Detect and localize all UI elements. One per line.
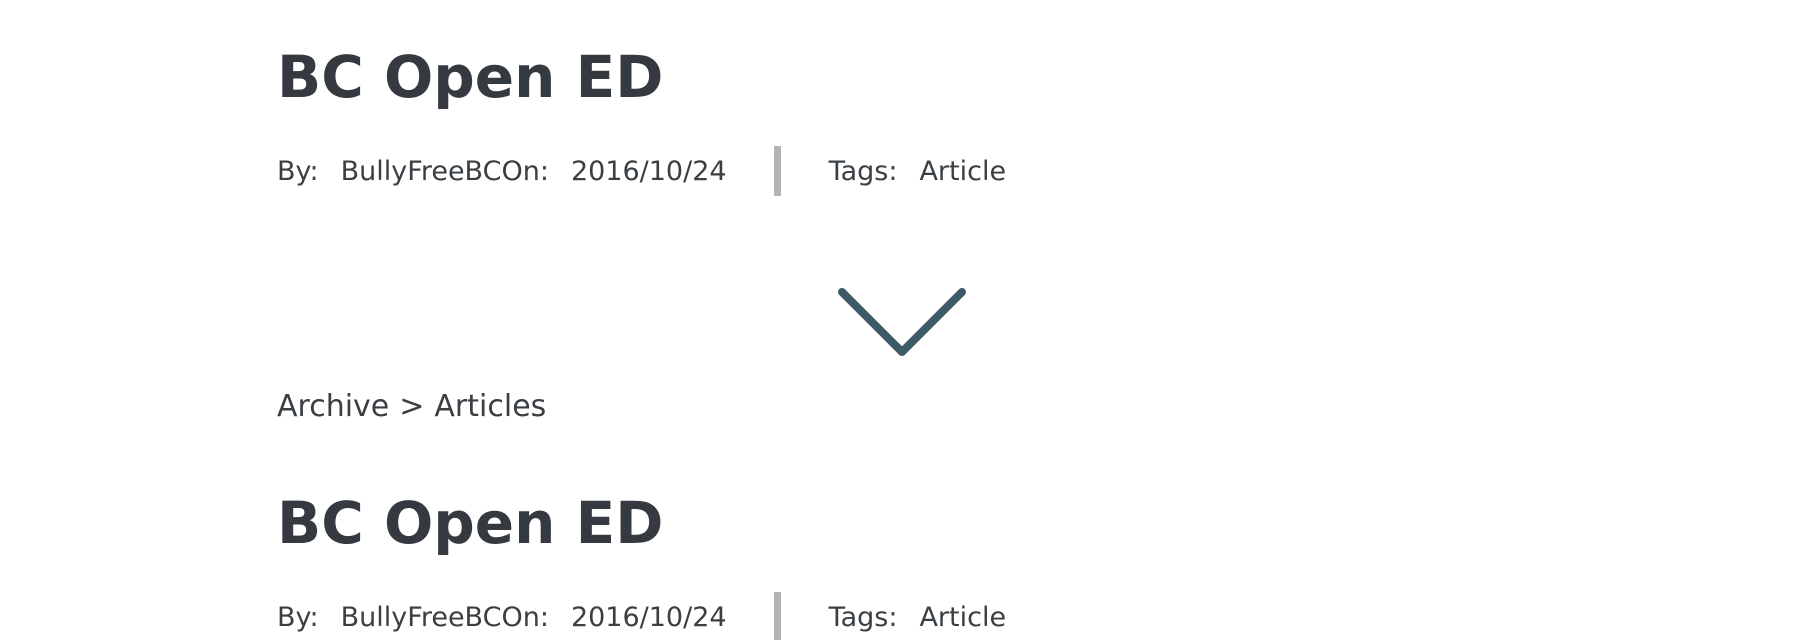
post-meta: By: BullyFreeBC On: 2016/10/24 Tags: Art… — [277, 146, 1006, 196]
post-date: 2016/10/24 — [570, 155, 727, 187]
breadcrumb-articles[interactable]: Articles — [434, 389, 547, 424]
breadcrumb[interactable]: Archive > Articles — [277, 389, 546, 424]
author-link[interactable]: BullyFreeBC — [340, 601, 502, 633]
tag-link[interactable]: Article — [919, 601, 1007, 633]
post-title: BC Open ED — [277, 489, 664, 557]
breadcrumb-archive[interactable]: Archive — [277, 389, 390, 424]
by-label: By: — [277, 155, 319, 187]
on-label: On: — [501, 155, 549, 187]
post-title: BC Open ED — [277, 43, 664, 111]
post-date: 2016/10/24 — [570, 601, 727, 633]
by-label: By: — [277, 601, 319, 633]
tags-label: Tags: — [828, 155, 898, 187]
chevron-down-icon[interactable] — [834, 284, 970, 360]
tags-label: Tags: — [828, 601, 898, 633]
on-label: On: — [501, 601, 549, 633]
breadcrumb-separator: > — [399, 389, 425, 424]
author-link[interactable]: BullyFreeBC — [340, 155, 502, 187]
meta-divider — [773, 146, 781, 196]
meta-divider — [773, 592, 781, 640]
tag-link[interactable]: Article — [919, 155, 1007, 187]
post-meta: By: BullyFreeBC On: 2016/10/24 Tags: Art… — [277, 592, 1006, 640]
